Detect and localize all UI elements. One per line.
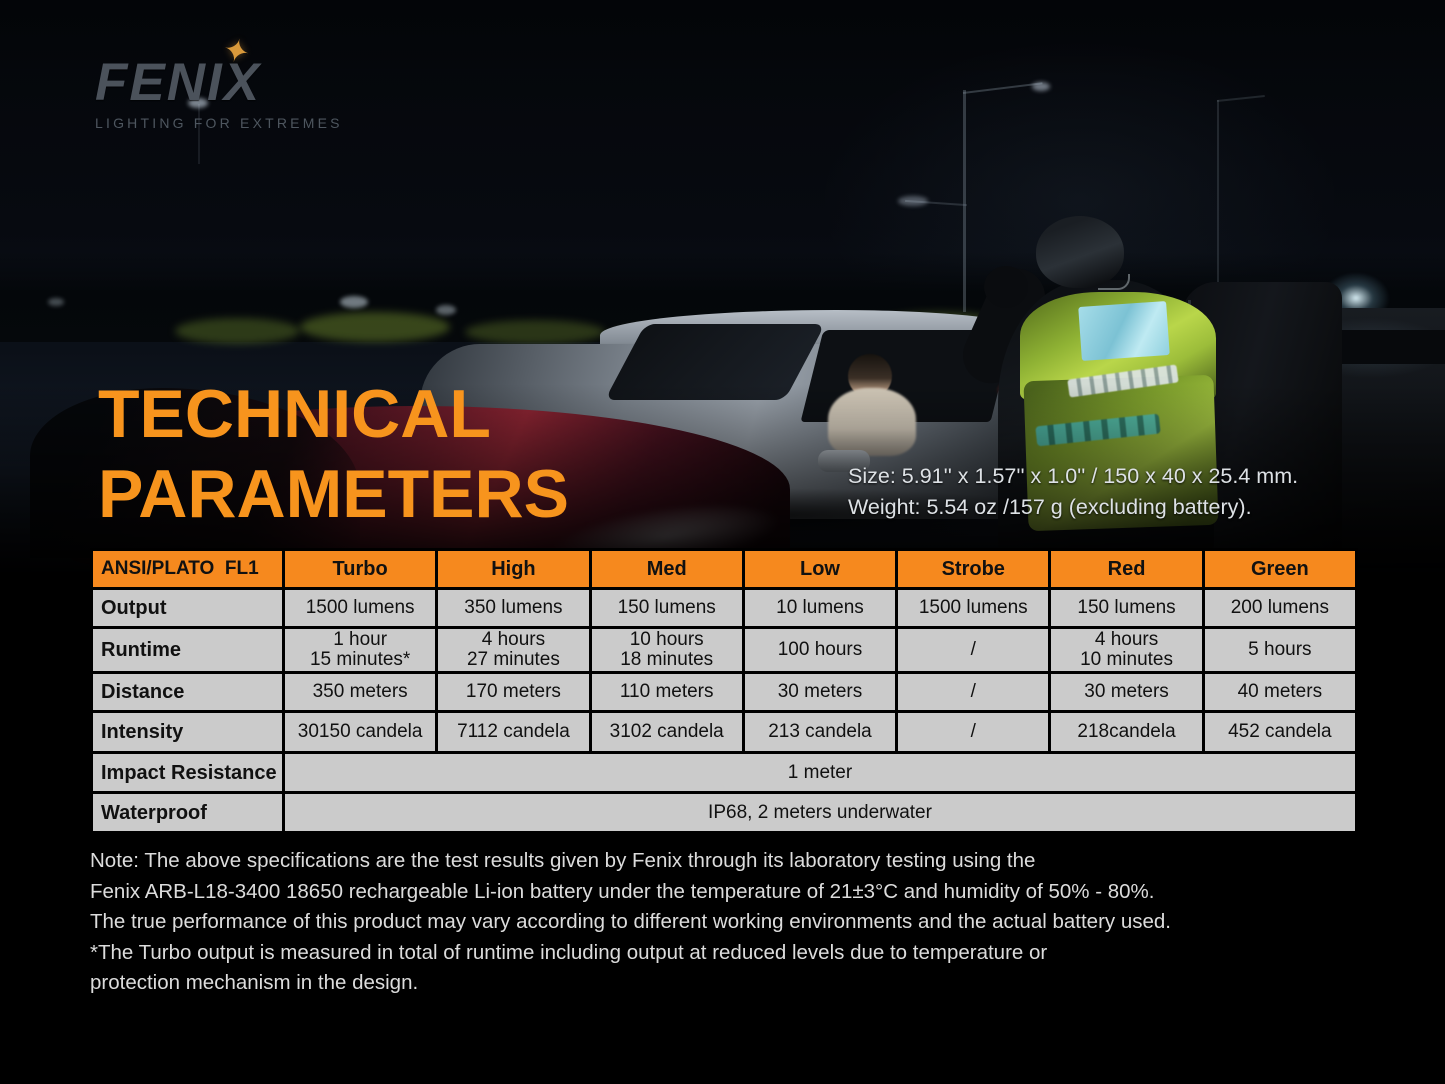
spec-row-intensity: Intensity 30150 candela 7112 candela 310… xyxy=(90,710,1359,754)
spec-cell: 30 meters xyxy=(741,671,899,713)
spec-header-standard: ANSI/PLATO FL1 xyxy=(90,548,285,590)
spec-row-impact-resistance: Impact Resistance 1 meter xyxy=(90,751,1358,794)
spec-cell-span: IP68, 2 meters underwater xyxy=(282,791,1358,834)
spec-cell: / xyxy=(895,626,1052,674)
spec-header-turbo: Turbo xyxy=(281,548,439,590)
row-label: Output xyxy=(90,587,285,629)
spec-header-row: ANSI/PLATO FL1 Turbo High Med Low Strobe… xyxy=(90,548,1359,590)
spec-cell: 218candela xyxy=(1048,710,1205,754)
spec-cell: 100 hours xyxy=(741,626,899,674)
row-label: Intensity xyxy=(90,710,285,754)
spec-table: ANSI/PLATO FL1 Turbo High Med Low Strobe… xyxy=(90,548,1359,834)
spec-cell: 30 meters xyxy=(1048,671,1205,713)
spec-cell: / xyxy=(895,710,1052,754)
footnote-line: Fenix ARB-L18-3400 18650 rechargeable Li… xyxy=(90,879,1155,903)
spec-row-output: Output 1500 lumens 350 lumens 150 lumens… xyxy=(90,587,1359,629)
spec-cell: 40 meters xyxy=(1201,671,1359,713)
spec-header-low: Low xyxy=(741,548,899,590)
footnote-block: Note: The above specifications are the t… xyxy=(90,846,1380,999)
spec-cell-span: 1 meter xyxy=(282,751,1358,794)
spec-row-runtime: Runtime 1 hour 15 minutes* 4 hours 27 mi… xyxy=(90,626,1359,674)
size-text: Size: 5.91'' x 1.57'' x 1.0'' / 150 x 40… xyxy=(848,464,1299,488)
spec-cell: 170 meters xyxy=(435,671,592,713)
logo-tagline: LIGHTING FOR EXTREMES xyxy=(95,115,343,131)
spec-row-distance: Distance 350 meters 170 meters 110 meter… xyxy=(90,671,1359,713)
spec-cell: / xyxy=(895,671,1052,713)
photo-bottom-fade xyxy=(0,0,1445,600)
row-label: Waterproof xyxy=(90,791,285,834)
spec-cell: 1 hour 15 minutes* xyxy=(281,626,439,674)
spec-header-red: Red xyxy=(1048,548,1205,590)
page-title-line2: PARAMETERS xyxy=(98,456,569,532)
footnote-line: Note: The above specifications are the t… xyxy=(90,849,1036,872)
page-title-line1: TECHNICAL xyxy=(98,376,491,452)
spec-cell: 350 lumens xyxy=(435,587,592,629)
spec-cell: 3102 candela xyxy=(588,710,745,754)
night-photo-scene xyxy=(0,0,1445,600)
page-title: TECHNICAL PARAMETERS xyxy=(98,374,569,534)
spec-cell: 350 meters xyxy=(281,671,439,713)
spec-cell: 5 hours xyxy=(1201,626,1359,674)
spec-cell: 150 lumens xyxy=(588,587,745,629)
spec-header-green: Green xyxy=(1201,548,1359,590)
spec-cell: 1500 lumens xyxy=(895,587,1052,629)
fenix-logo: ✦ FENIX LIGHTING FOR EXTREMES xyxy=(95,30,355,131)
row-label: Impact Resistance xyxy=(90,751,285,794)
spec-cell: 1500 lumens xyxy=(281,587,439,629)
footnote-line: *The Turbo output is measured in total o… xyxy=(90,940,1048,964)
spec-cell: 10 lumens xyxy=(741,587,899,629)
spec-cell: 4 hours 27 minutes xyxy=(435,626,592,674)
footnote-line: protection mechanism in the design. xyxy=(90,971,419,994)
spec-cell: 200 lumens xyxy=(1201,587,1359,629)
spec-header-strobe: Strobe xyxy=(895,548,1052,590)
weight-text: Weight: 5.54 oz /157 g (excluding batter… xyxy=(848,495,1252,519)
spec-cell: 30150 candela xyxy=(281,710,439,754)
footnote-line: The true performance of this product may… xyxy=(90,910,1171,933)
spec-cell: 10 hours 18 minutes xyxy=(588,626,745,674)
spec-header-med: Med xyxy=(588,548,745,590)
spec-row-waterproof: Waterproof IP68, 2 meters underwater xyxy=(90,791,1358,834)
spec-cell: 4 hours 10 minutes xyxy=(1048,626,1205,674)
row-label: Distance xyxy=(90,671,285,713)
spec-cell: 110 meters xyxy=(588,671,745,713)
spec-header-high: High xyxy=(435,548,592,590)
spec-cell: 213 candela xyxy=(741,710,899,754)
row-label: Runtime xyxy=(90,626,285,674)
spec-cell: 7112 candela xyxy=(435,710,592,754)
spec-cell: 452 candela xyxy=(1201,710,1359,754)
logo-wordmark: FENIX xyxy=(95,53,262,112)
spec-cell: 150 lumens xyxy=(1048,587,1205,629)
dimensions-block: Size: 5.91'' x 1.57'' x 1.0'' / 150 x 40… xyxy=(848,461,1298,523)
